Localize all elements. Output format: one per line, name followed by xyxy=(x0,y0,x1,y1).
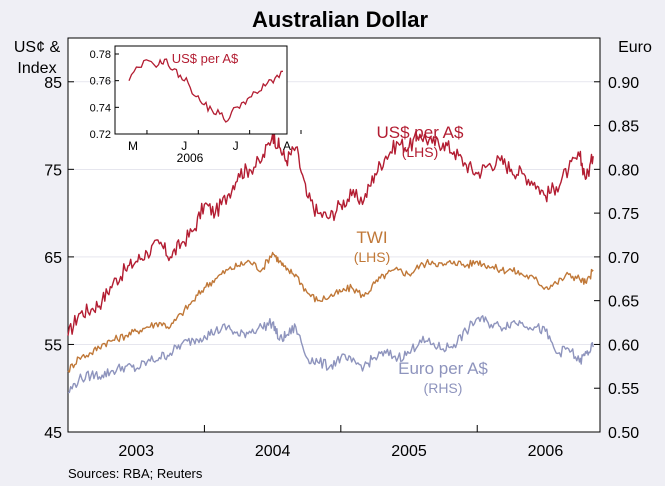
left-tick-label-2: 65 xyxy=(44,250,62,267)
inset-y-tick-label-1: 0.74 xyxy=(90,102,111,114)
right-tick-label-2: 0.60 xyxy=(608,337,639,354)
inset-x-tick-label-2: J xyxy=(233,139,239,153)
inset-x-tick-label-0: M xyxy=(128,139,138,153)
inset-series-label: US$ per A$ xyxy=(172,51,239,66)
series-line-twi xyxy=(67,251,594,373)
series-labels: US$ per A$ (LHS) TWI (LHS) Euro per A$ (… xyxy=(354,123,489,396)
left-tick-label-1: 55 xyxy=(44,337,62,354)
inset-chart: 0.72 0.74 0.76 0.78 M J J A US$ per A$ 2006 xyxy=(90,45,302,165)
x-tick-label-3: 2006 xyxy=(528,443,564,460)
series-label-usd: US$ per A$ xyxy=(377,123,464,142)
source-note: Sources: RBA; Reuters xyxy=(68,466,203,481)
left-axis-label-line2: Index xyxy=(17,60,56,77)
series-line-euro xyxy=(67,315,594,394)
series-line-usd xyxy=(67,131,594,336)
right-tick-label-0: 0.50 xyxy=(608,425,639,442)
inset-x-tick-label-3: A xyxy=(283,139,291,153)
series-sublabel-euro: (RHS) xyxy=(424,380,463,396)
series-sublabel-usd: (LHS) xyxy=(402,144,439,160)
right-tick-label-1: 0.55 xyxy=(608,381,639,398)
left-tick-label-4: 85 xyxy=(44,75,62,92)
right-tick-label-5: 0.75 xyxy=(608,206,639,223)
series-sublabel-twi: (LHS) xyxy=(354,249,391,265)
inset-y-tick-label-0: 0.72 xyxy=(90,129,111,141)
series-label-twi: TWI xyxy=(356,228,387,247)
inset-y-tick-label-3: 0.78 xyxy=(90,49,111,61)
right-axis-label: Euro xyxy=(618,39,652,56)
chart-title: Australian Dollar xyxy=(252,7,428,32)
right-tick-label-8: 0.90 xyxy=(608,75,639,92)
x-tick-label-1: 2004 xyxy=(255,443,291,460)
x-tick-label-0: 2003 xyxy=(118,443,154,460)
left-tick-label-0: 45 xyxy=(44,425,62,442)
inset-x-tick-label-1: J xyxy=(181,139,187,153)
right-tick-label-3: 0.65 xyxy=(608,294,639,311)
axis-layer: 45 55 65 75 85 0.50 0.55 0.60 0.65 0.70 0.75 0.80 0.… xyxy=(44,75,639,460)
x-tick-label-2: 2005 xyxy=(391,443,427,460)
series-label-euro: Euro per A$ xyxy=(398,359,488,378)
right-tick-label-7: 0.85 xyxy=(608,119,639,136)
right-tick-label-6: 0.80 xyxy=(608,162,639,179)
left-axis-label-line1: US¢ & xyxy=(14,39,61,56)
right-tick-label-4: 0.70 xyxy=(608,250,639,267)
inset-layer: 0.72 0.74 0.76 0.78 M J J A xyxy=(90,49,302,153)
inset-series-line xyxy=(128,58,284,123)
series-layer xyxy=(67,131,594,394)
inset-year-label: 2006 xyxy=(177,151,204,165)
left-tick-label-3: 75 xyxy=(44,162,62,179)
inset-y-tick-label-2: 0.76 xyxy=(90,76,111,88)
